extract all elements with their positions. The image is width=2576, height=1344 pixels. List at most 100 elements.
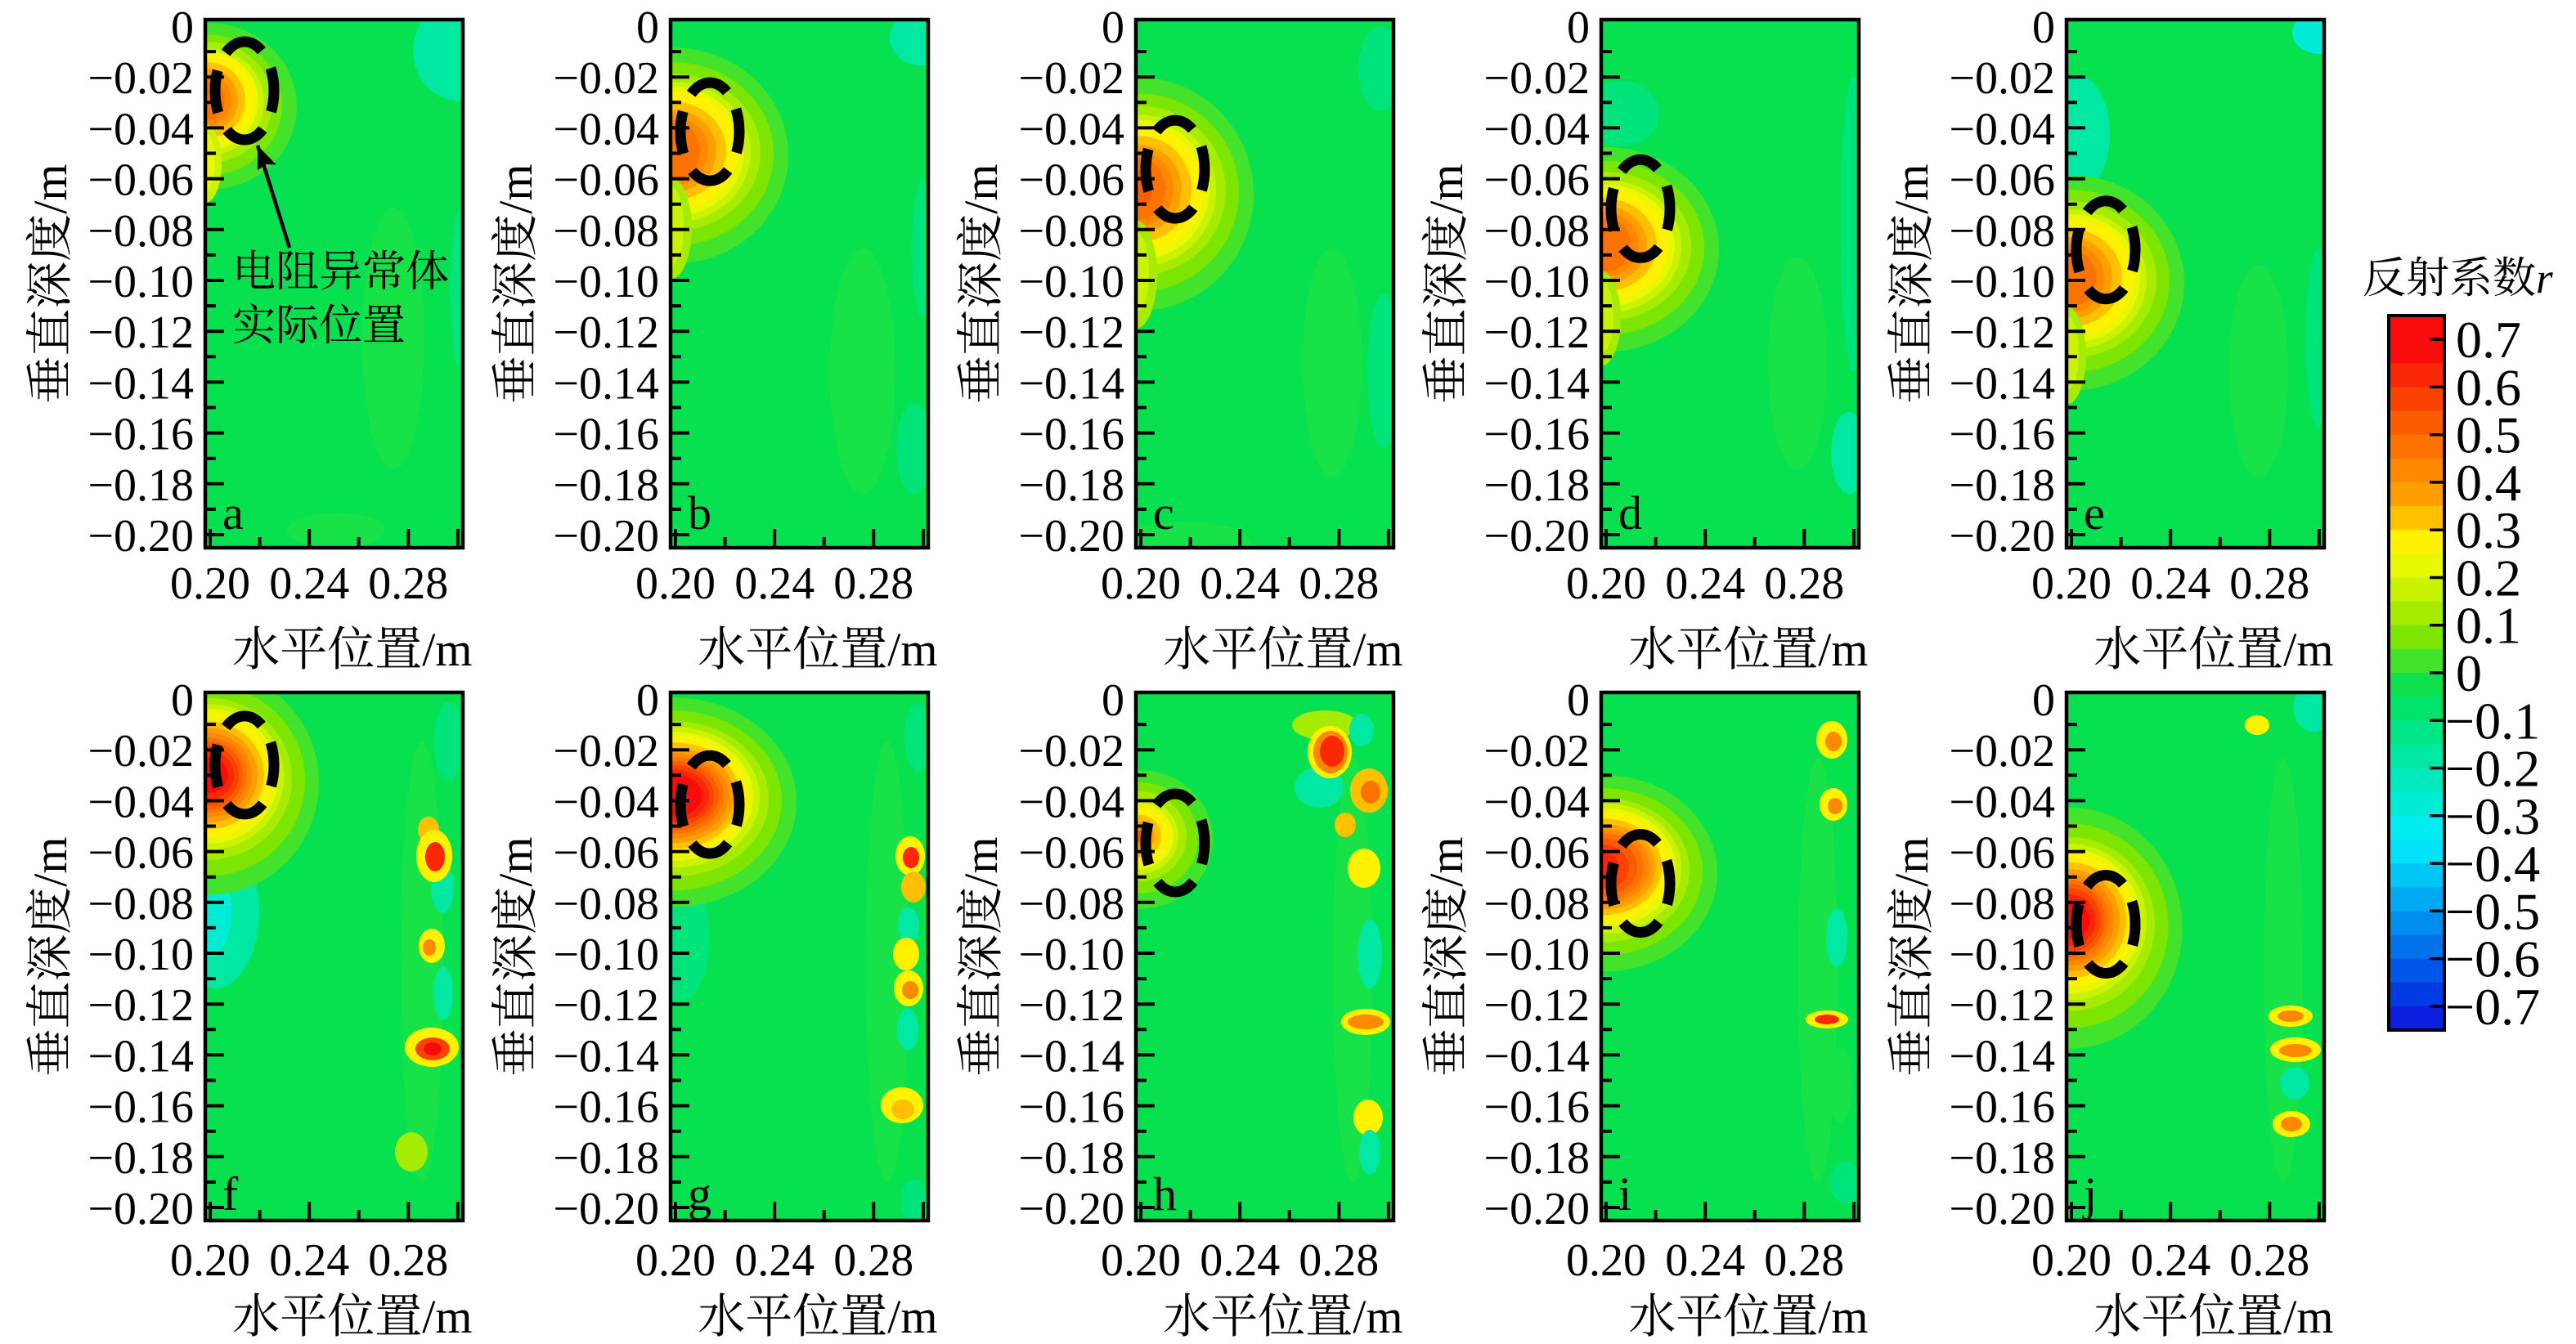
svg-text:0.24: 0.24 xyxy=(2130,558,2210,609)
svg-text:/m: /m xyxy=(887,623,937,676)
svg-text:a: a xyxy=(222,486,244,540)
svg-text:0: 0 xyxy=(171,2,194,53)
svg-text:0: 0 xyxy=(1102,2,1124,53)
svg-text:−0.3: −0.3 xyxy=(2445,787,2540,845)
svg-text:0.1: 0.1 xyxy=(2456,597,2521,655)
svg-text:/m: /m xyxy=(954,164,1008,213)
svg-text:0.24: 0.24 xyxy=(269,558,349,609)
svg-text:0.24: 0.24 xyxy=(734,558,815,609)
svg-text:−0.10: −0.10 xyxy=(1018,930,1124,980)
svg-text:−0.18: −0.18 xyxy=(1483,1133,1590,1184)
svg-text:0.24: 0.24 xyxy=(1665,558,1745,609)
svg-text:−0.18: −0.18 xyxy=(553,460,659,511)
svg-text:−0.06: −0.06 xyxy=(1018,828,1124,879)
svg-text:/m: /m xyxy=(1420,836,1473,886)
svg-text:/m: /m xyxy=(2283,1290,2333,1343)
svg-text:0: 0 xyxy=(1102,675,1124,726)
svg-text:−0.16: −0.16 xyxy=(1018,1082,1124,1133)
svg-text:/m: /m xyxy=(2283,623,2333,676)
svg-text:−0.04: −0.04 xyxy=(88,777,194,827)
svg-text:0.28: 0.28 xyxy=(833,558,913,609)
svg-text:/m: /m xyxy=(422,1290,472,1343)
svg-text:/m: /m xyxy=(1353,623,1402,676)
svg-text:−0.20: −0.20 xyxy=(1018,511,1124,562)
svg-text:−0.14: −0.14 xyxy=(1949,358,2055,409)
svg-text:0.28: 0.28 xyxy=(1299,558,1379,609)
svg-text:0.20: 0.20 xyxy=(170,1235,250,1286)
svg-text:−0.08: −0.08 xyxy=(88,879,194,930)
svg-text:−0.12: −0.12 xyxy=(553,307,659,358)
svg-text:−0.04: −0.04 xyxy=(553,777,659,827)
svg-text:0.20: 0.20 xyxy=(635,1235,716,1286)
svg-text:0.24: 0.24 xyxy=(1200,558,1280,609)
svg-text:0.28: 0.28 xyxy=(368,558,448,609)
svg-text:0.20: 0.20 xyxy=(170,558,250,609)
svg-text:−0.04: −0.04 xyxy=(1018,104,1124,155)
svg-text:−0.20: −0.20 xyxy=(1949,1184,2055,1234)
svg-text:−0.10: −0.10 xyxy=(1483,930,1590,980)
svg-text:−0.14: −0.14 xyxy=(553,1031,659,1082)
svg-text:−0.10: −0.10 xyxy=(1018,257,1124,307)
svg-text:0.3: 0.3 xyxy=(2456,501,2521,559)
svg-text:0.28: 0.28 xyxy=(368,1235,448,1286)
svg-text:−0.06: −0.06 xyxy=(1483,828,1590,879)
svg-text:−0.16: −0.16 xyxy=(88,1082,194,1133)
svg-text:/m: /m xyxy=(1420,164,1473,213)
svg-text:−0.18: −0.18 xyxy=(553,1133,659,1184)
svg-text:−0.12: −0.12 xyxy=(1483,307,1590,358)
svg-text:0: 0 xyxy=(171,675,194,726)
svg-text:−0.16: −0.16 xyxy=(1483,1082,1590,1133)
svg-text:−0.04: −0.04 xyxy=(1949,104,2055,155)
svg-text:−0.08: −0.08 xyxy=(553,206,659,257)
svg-text:0.5: 0.5 xyxy=(2456,406,2521,464)
svg-text:−0.02: −0.02 xyxy=(1018,53,1124,104)
svg-text:0.28: 0.28 xyxy=(1764,1235,1844,1286)
svg-text:0.28: 0.28 xyxy=(2229,558,2309,609)
svg-text:0.20: 0.20 xyxy=(2031,1235,2112,1286)
svg-text:−0.02: −0.02 xyxy=(88,53,194,104)
svg-text:−0.06: −0.06 xyxy=(553,828,659,879)
svg-text:/m: /m xyxy=(887,1290,937,1343)
svg-text:−0.08: −0.08 xyxy=(1483,879,1590,930)
svg-text:0: 0 xyxy=(2456,644,2482,702)
svg-text:0.7: 0.7 xyxy=(2456,311,2521,369)
svg-text:−0.08: −0.08 xyxy=(1483,206,1590,257)
svg-text:0: 0 xyxy=(636,675,659,726)
svg-text:−0.7: −0.7 xyxy=(2445,978,2540,1036)
svg-text:/m: /m xyxy=(1818,1290,1868,1343)
svg-text:−0.14: −0.14 xyxy=(88,1031,194,1082)
svg-text:r: r xyxy=(2536,255,2553,302)
svg-text:−0.18: −0.18 xyxy=(1949,460,2055,511)
svg-text:−0.10: −0.10 xyxy=(1949,930,2055,980)
svg-text:0.24: 0.24 xyxy=(2130,1235,2210,1286)
svg-text:−0.18: −0.18 xyxy=(1949,1133,2055,1184)
svg-text:0.28: 0.28 xyxy=(1299,1235,1379,1286)
svg-text:−0.04: −0.04 xyxy=(1018,777,1124,827)
svg-text:−0.20: −0.20 xyxy=(1949,511,2055,562)
svg-text:−0.08: −0.08 xyxy=(553,879,659,930)
svg-text:0.28: 0.28 xyxy=(833,1235,913,1286)
svg-text:0: 0 xyxy=(2032,2,2055,53)
svg-text:−0.12: −0.12 xyxy=(1949,307,2055,358)
svg-text:−0.10: −0.10 xyxy=(88,930,194,980)
svg-text:−0.16: −0.16 xyxy=(553,410,659,460)
svg-text:−0.02: −0.02 xyxy=(1949,726,2055,777)
svg-text:0.20: 0.20 xyxy=(1566,558,1646,609)
svg-text:−0.08: −0.08 xyxy=(1018,206,1124,257)
svg-text:−0.18: −0.18 xyxy=(1018,460,1124,511)
svg-text:−0.12: −0.12 xyxy=(1949,980,2055,1031)
svg-text:d: d xyxy=(1618,486,1642,540)
svg-text:−0.4: −0.4 xyxy=(2445,835,2540,893)
svg-text:h: h xyxy=(1153,1167,1177,1221)
svg-text:−0.20: −0.20 xyxy=(1483,1184,1590,1234)
svg-text:−0.02: −0.02 xyxy=(1483,726,1590,777)
svg-text:−0.10: −0.10 xyxy=(553,257,659,307)
svg-text:−0.16: −0.16 xyxy=(1949,410,2055,460)
svg-text:−0.04: −0.04 xyxy=(1483,104,1590,155)
svg-text:−0.2: −0.2 xyxy=(2445,740,2540,798)
svg-text:−0.20: −0.20 xyxy=(1483,511,1590,562)
svg-text:−0.1: −0.1 xyxy=(2445,692,2540,750)
svg-text:i: i xyxy=(1618,1167,1631,1221)
svg-text:−0.16: −0.16 xyxy=(88,410,194,460)
svg-text:−0.10: −0.10 xyxy=(553,930,659,980)
